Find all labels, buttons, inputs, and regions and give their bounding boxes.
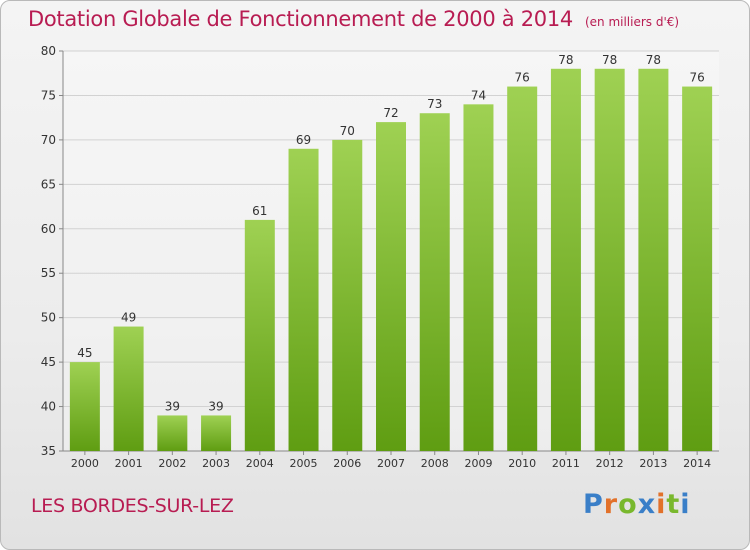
y-tick-label: 75 bbox=[41, 88, 56, 102]
x-tick-label: 2009 bbox=[464, 457, 492, 470]
bar bbox=[113, 326, 144, 451]
proxiti-logo[interactable]: Proxiti bbox=[583, 489, 691, 520]
commune-name: LES BORDES-SUR-LEZ bbox=[31, 495, 234, 517]
data-label: 78 bbox=[558, 53, 573, 67]
x-tick-label: 2004 bbox=[246, 457, 274, 470]
x-tick-label: 2013 bbox=[639, 457, 667, 470]
x-tick-label: 2011 bbox=[552, 457, 580, 470]
bar bbox=[69, 362, 100, 451]
x-tick-label: 2010 bbox=[508, 457, 536, 470]
x-tick-label: 2008 bbox=[421, 457, 449, 470]
y-tick-label: 35 bbox=[41, 444, 56, 458]
data-label: 61 bbox=[252, 204, 267, 218]
chart-title-text: Dotation Globale de Fonctionnement de 20… bbox=[28, 7, 573, 31]
y-tick-label: 65 bbox=[41, 177, 56, 191]
data-label: 74 bbox=[471, 88, 486, 102]
bar bbox=[507, 86, 538, 452]
data-label: 39 bbox=[165, 399, 180, 413]
logo-letter: i bbox=[656, 489, 667, 520]
bar bbox=[594, 68, 625, 452]
x-tick-label: 2012 bbox=[596, 457, 624, 470]
bar bbox=[682, 86, 713, 452]
x-tick-label: 2000 bbox=[71, 457, 99, 470]
data-label: 69 bbox=[296, 133, 311, 147]
bar bbox=[288, 148, 319, 451]
logo-letter: o bbox=[618, 489, 638, 520]
x-tick-label: 2002 bbox=[158, 457, 186, 470]
data-label: 45 bbox=[77, 346, 92, 360]
y-tick-label: 45 bbox=[41, 355, 56, 369]
x-tick-label: 2006 bbox=[333, 457, 361, 470]
bar bbox=[550, 68, 581, 452]
logo-letter: i bbox=[680, 489, 691, 520]
data-label: 49 bbox=[121, 311, 136, 325]
data-label: 70 bbox=[340, 124, 355, 138]
data-label: 76 bbox=[689, 71, 704, 85]
y-tick-label: 80 bbox=[41, 44, 56, 58]
logo-letter: x bbox=[637, 489, 657, 520]
data-label: 78 bbox=[646, 53, 661, 67]
bar bbox=[419, 113, 450, 451]
logo-letter: P bbox=[583, 489, 604, 520]
data-label: 78 bbox=[602, 53, 617, 67]
data-label: 76 bbox=[515, 71, 530, 85]
y-tick-label: 70 bbox=[41, 133, 56, 147]
x-tick-label: 2003 bbox=[202, 457, 230, 470]
y-tick-label: 60 bbox=[41, 222, 56, 236]
data-label: 73 bbox=[427, 97, 442, 111]
bar bbox=[332, 139, 363, 451]
bar bbox=[638, 68, 669, 452]
chart-subtitle: (en milliers d'€) bbox=[584, 15, 680, 29]
bar bbox=[157, 415, 188, 451]
x-tick-label: 2005 bbox=[290, 457, 318, 470]
logo-letter: t bbox=[666, 489, 681, 520]
chart-title: Dotation Globale de Fonctionnement de 20… bbox=[28, 7, 679, 31]
x-tick-label: 2014 bbox=[683, 457, 711, 470]
data-label: 39 bbox=[208, 399, 223, 413]
data-label: 72 bbox=[383, 106, 398, 120]
logo-letter: r bbox=[603, 489, 619, 520]
bar bbox=[376, 122, 406, 451]
y-tick-label: 55 bbox=[41, 266, 56, 280]
bar bbox=[463, 104, 494, 451]
x-tick-label: 2001 bbox=[115, 457, 143, 470]
y-tick-label: 40 bbox=[41, 400, 56, 414]
y-tick-label: 50 bbox=[41, 311, 56, 325]
bar bbox=[201, 415, 232, 451]
x-tick-label: 2007 bbox=[377, 457, 405, 470]
bar bbox=[244, 219, 275, 451]
